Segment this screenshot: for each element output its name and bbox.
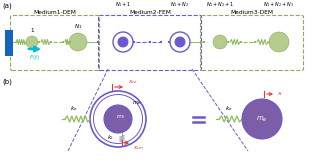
Text: $k_e$: $k_e$ [225, 104, 233, 113]
Text: $F(t)$: $F(t)$ [29, 53, 41, 62]
Circle shape [104, 105, 132, 133]
Bar [5, 30, 13, 56]
Text: $N_1+1$: $N_1+1$ [115, 0, 131, 9]
Bar [69, 41, 71, 43]
Bar [149, 41, 151, 43]
Circle shape [269, 32, 289, 52]
Circle shape [175, 37, 185, 47]
Text: $m_i$: $m_i$ [116, 113, 126, 121]
Text: $N_1$: $N_1$ [74, 22, 82, 30]
Text: (a): (a) [2, 2, 12, 9]
Text: $m_e$: $m_e$ [256, 114, 268, 124]
Text: $N_1+N_2+1$: $N_1+N_2+1$ [206, 0, 234, 9]
Text: $k_i$: $k_i$ [107, 134, 113, 142]
Bar [38, 41, 40, 43]
Circle shape [242, 99, 282, 139]
Bar [240, 41, 242, 43]
Bar [227, 41, 229, 43]
Bar [133, 41, 135, 43]
Circle shape [94, 95, 143, 143]
Bar [268, 41, 270, 43]
Text: $m_e$: $m_e$ [132, 99, 142, 107]
Bar [203, 41, 205, 43]
Text: $x_{cm}$: $x_{cm}$ [133, 144, 144, 152]
Text: $N_1+N_2$: $N_1+N_2$ [170, 0, 190, 9]
Circle shape [113, 32, 133, 52]
Circle shape [90, 91, 146, 147]
Bar [62, 41, 64, 43]
Bar [254, 41, 256, 43]
Text: (b): (b) [2, 78, 12, 85]
Text: $x_{ce}$: $x_{ce}$ [128, 78, 138, 85]
Text: Medium3-DEM: Medium3-DEM [231, 9, 274, 14]
Text: $x$: $x$ [277, 90, 283, 97]
Bar [50, 41, 52, 43]
Text: Medium1-DEM: Medium1-DEM [34, 9, 76, 14]
Circle shape [26, 36, 38, 48]
Text: $N_1+N_2+N_3$: $N_1+N_2+N_3$ [263, 0, 295, 9]
Circle shape [170, 32, 190, 52]
Bar [160, 41, 162, 43]
Bar [168, 41, 170, 43]
Circle shape [118, 37, 128, 47]
Circle shape [69, 33, 87, 51]
Text: Medium2-FEM: Medium2-FEM [129, 9, 171, 14]
Text: $k_e$: $k_e$ [70, 104, 78, 113]
Text: 1: 1 [30, 28, 34, 33]
Bar [97, 41, 99, 43]
Circle shape [213, 35, 227, 49]
